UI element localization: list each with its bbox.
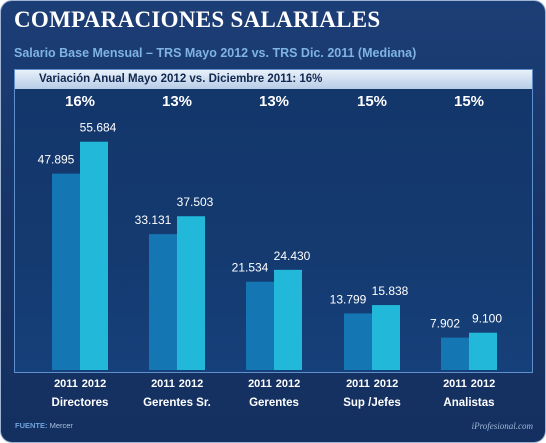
data-label: 21.534 <box>232 261 269 275</box>
bar-2012 <box>80 141 108 370</box>
percent-change-label: 15% <box>454 93 484 110</box>
year-tick-label: 2012 <box>471 378 495 390</box>
year-tick-label: 2011 <box>151 378 175 390</box>
source-label: FUENTE: <box>15 421 48 430</box>
percent-change-label: 16% <box>65 93 95 110</box>
bar-2011 <box>149 234 177 370</box>
bar-2011 <box>246 281 274 370</box>
bar-2011 <box>441 337 469 370</box>
chart-subtitle: Salario Base Mensual – TRS Mayo 2012 vs.… <box>14 46 417 60</box>
category-label: Sup /Jefes <box>343 397 401 409</box>
data-label: 7.902 <box>430 317 460 331</box>
category-label: Gerentes <box>249 397 299 409</box>
bar-2012 <box>372 305 400 370</box>
source-note: FUENTE: Mercer <box>15 421 73 430</box>
variation-banner-text: Variación Anual Mayo 2012 vs. Diciembre … <box>39 73 323 85</box>
bar-2012 <box>469 332 497 370</box>
source-value: Mercer <box>49 421 73 430</box>
variation-banner: Variación Anual Mayo 2012 vs. Diciembre … <box>15 70 532 89</box>
year-tick-label: 2011 <box>54 378 78 390</box>
year-tick-label: 2012 <box>179 378 203 390</box>
year-tick-label: 2011 <box>346 378 370 390</box>
data-label: 15.838 <box>372 284 409 298</box>
brand-logo: iProfesional.com <box>471 421 533 431</box>
data-label: 9.100 <box>472 312 502 326</box>
data-label: 37.503 <box>177 195 214 209</box>
percent-change-label: 13% <box>259 93 289 110</box>
bar-2011 <box>344 313 372 370</box>
percent-change-label: 13% <box>162 93 192 110</box>
year-tick-label: 2011 <box>248 378 272 390</box>
year-tick-label: 2012 <box>276 378 300 390</box>
bar-2011 <box>52 173 80 370</box>
data-label: 33.131 <box>135 213 172 227</box>
category-label: Analistas <box>443 397 494 409</box>
year-tick-label: 2012 <box>374 378 398 390</box>
data-label: 24.430 <box>274 249 311 263</box>
percent-change-label: 15% <box>357 93 387 110</box>
category-label: Directores <box>52 397 109 409</box>
bar-2012 <box>274 269 302 370</box>
chart-title: COMPARACIONES SALARIALES <box>14 7 381 32</box>
data-label: 55.684 <box>80 121 117 135</box>
year-tick-label: 2011 <box>443 378 467 390</box>
data-label: 13.799 <box>330 292 367 306</box>
year-tick-label: 2012 <box>82 378 106 390</box>
category-label: Gerentes Sr. <box>143 397 211 409</box>
bar-2012 <box>177 216 205 370</box>
data-label: 47.895 <box>38 153 75 167</box>
